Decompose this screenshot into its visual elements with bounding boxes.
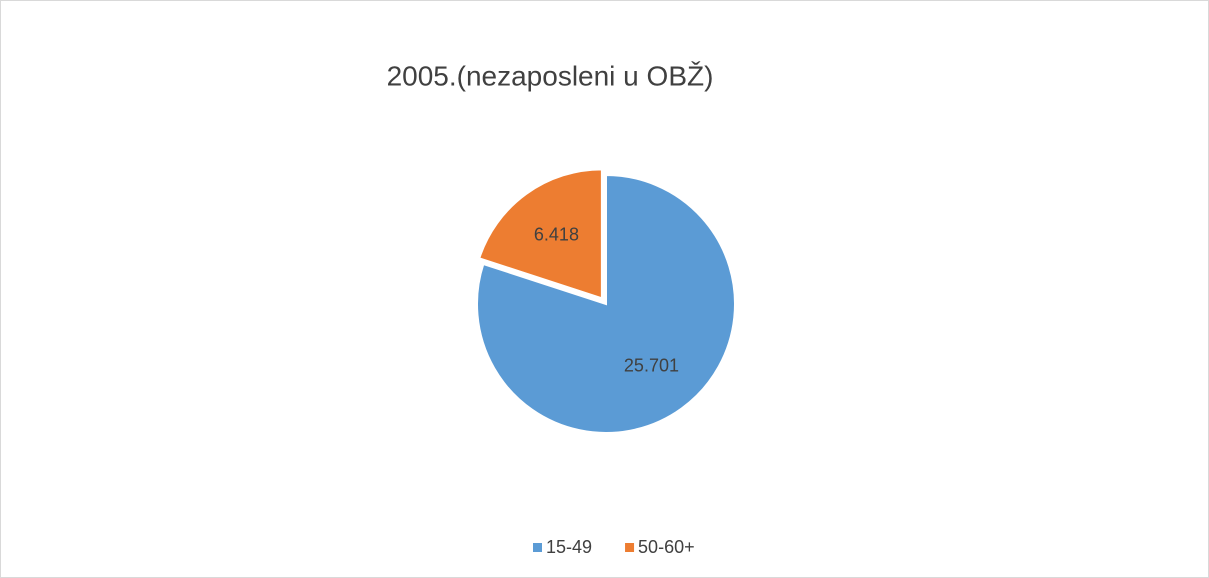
pie-slice — [476, 173, 736, 434]
data-label: 6.418 — [534, 224, 579, 244]
data-label: 25.701 — [624, 355, 679, 375]
legend-swatch — [625, 543, 635, 552]
legend-label: 15-49 — [546, 537, 592, 557]
pie-slice — [477, 168, 603, 300]
chart-title: 2005.(nezaposleni u OBŽ) — [387, 60, 714, 91]
legend-swatch — [533, 543, 542, 552]
legend-label: 50-60+ — [638, 537, 695, 557]
